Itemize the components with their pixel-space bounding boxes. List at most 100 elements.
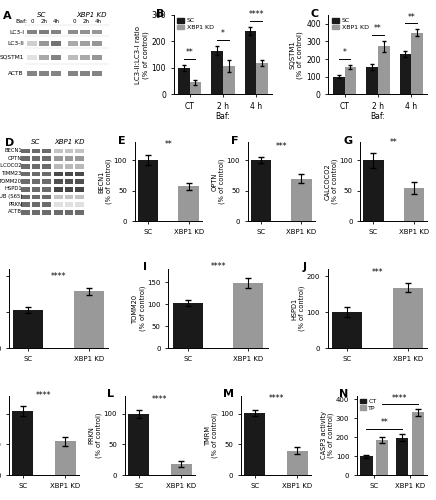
FancyBboxPatch shape	[42, 156, 51, 161]
FancyBboxPatch shape	[51, 30, 61, 34]
Text: ****: ****	[36, 390, 51, 400]
FancyBboxPatch shape	[75, 156, 84, 161]
Bar	[376, 440, 388, 475]
Text: E: E	[118, 136, 126, 145]
FancyBboxPatch shape	[54, 164, 63, 168]
FancyBboxPatch shape	[32, 194, 40, 199]
Text: SQSTM1: SQSTM1	[0, 55, 24, 60]
Text: ****: ****	[210, 262, 226, 272]
FancyBboxPatch shape	[32, 156, 40, 161]
FancyBboxPatch shape	[27, 30, 37, 34]
Text: ACTB: ACTB	[8, 210, 22, 214]
FancyBboxPatch shape	[65, 202, 73, 207]
Bar	[173, 302, 203, 348]
Legend: SC, XBP1 KD: SC, XBP1 KD	[177, 18, 214, 30]
FancyBboxPatch shape	[80, 41, 90, 46]
FancyBboxPatch shape	[21, 148, 30, 153]
Text: A: A	[3, 11, 12, 21]
Bar	[360, 456, 372, 475]
Text: TOMM20: TOMM20	[0, 178, 22, 184]
FancyBboxPatch shape	[75, 172, 84, 176]
Text: ****: ****	[392, 394, 408, 402]
FancyBboxPatch shape	[75, 148, 84, 153]
Text: LC3-II: LC3-II	[7, 40, 24, 46]
Bar	[12, 411, 33, 475]
Y-axis label: TMRM
(% of control): TMRM (% of control)	[205, 412, 218, 458]
Y-axis label: CASP3 activity
(% of control): CASP3 activity (% of control)	[321, 412, 334, 460]
Bar	[178, 68, 190, 94]
Text: C: C	[311, 8, 319, 18]
Bar	[13, 310, 44, 348]
Bar	[332, 312, 362, 348]
Y-axis label: SQSTM1
(% of control): SQSTM1 (% of control)	[290, 31, 303, 78]
FancyBboxPatch shape	[75, 202, 84, 207]
FancyBboxPatch shape	[32, 202, 40, 207]
FancyBboxPatch shape	[27, 56, 37, 60]
Bar	[233, 283, 263, 348]
Text: **: **	[164, 140, 172, 149]
FancyBboxPatch shape	[65, 210, 73, 214]
FancyBboxPatch shape	[80, 30, 90, 34]
FancyBboxPatch shape	[75, 164, 84, 168]
FancyBboxPatch shape	[32, 148, 40, 153]
FancyBboxPatch shape	[21, 180, 30, 184]
FancyBboxPatch shape	[75, 180, 84, 184]
FancyBboxPatch shape	[54, 210, 63, 214]
Text: **: **	[407, 12, 415, 22]
FancyBboxPatch shape	[42, 210, 51, 214]
Bar	[333, 76, 344, 94]
FancyBboxPatch shape	[21, 194, 30, 199]
Text: **: **	[186, 48, 194, 58]
X-axis label: Baf:: Baf:	[215, 112, 230, 122]
X-axis label: Baf:: Baf:	[371, 112, 385, 122]
Bar	[178, 186, 199, 221]
FancyBboxPatch shape	[68, 30, 78, 34]
FancyBboxPatch shape	[65, 156, 73, 161]
FancyBboxPatch shape	[27, 72, 37, 76]
FancyBboxPatch shape	[92, 30, 102, 34]
Text: TIMM23: TIMM23	[2, 171, 22, 176]
Bar	[211, 50, 223, 94]
Text: XBP1 KD: XBP1 KD	[76, 12, 106, 18]
Y-axis label: LC3-II:LC3-I ratio
(% of control): LC3-II:LC3-I ratio (% of control)	[135, 26, 149, 84]
Text: *: *	[221, 29, 225, 38]
Bar	[363, 160, 384, 221]
FancyBboxPatch shape	[75, 194, 84, 199]
Text: Baf:: Baf:	[15, 19, 27, 24]
FancyBboxPatch shape	[80, 56, 90, 60]
FancyBboxPatch shape	[42, 172, 51, 176]
FancyBboxPatch shape	[80, 72, 90, 76]
Text: LC3-I: LC3-I	[9, 30, 24, 35]
FancyBboxPatch shape	[54, 172, 63, 176]
Text: I: I	[143, 262, 147, 272]
Text: 4h: 4h	[94, 19, 101, 24]
Text: HSPD1: HSPD1	[5, 186, 22, 192]
FancyBboxPatch shape	[39, 56, 49, 60]
Bar	[245, 31, 256, 94]
Text: M: M	[223, 390, 234, 400]
FancyBboxPatch shape	[42, 164, 51, 168]
Text: J: J	[303, 262, 307, 272]
FancyBboxPatch shape	[21, 156, 30, 161]
Legend: SC, XBP1 KD: SC, XBP1 KD	[332, 18, 368, 30]
FancyBboxPatch shape	[65, 194, 73, 199]
Y-axis label: BECN1
(% of control): BECN1 (% of control)	[99, 159, 112, 204]
Text: CALCOCO2: CALCOCO2	[0, 164, 22, 168]
FancyBboxPatch shape	[27, 41, 37, 46]
Bar	[54, 442, 76, 475]
FancyBboxPatch shape	[92, 41, 102, 46]
Text: **: **	[390, 138, 398, 146]
Bar	[392, 288, 423, 348]
Text: XBP1 KD: XBP1 KD	[54, 140, 85, 145]
Text: BECN1: BECN1	[5, 148, 22, 153]
Bar	[244, 413, 266, 475]
Bar	[366, 67, 378, 94]
Text: *: *	[343, 48, 347, 57]
FancyBboxPatch shape	[65, 187, 73, 192]
Bar	[399, 54, 411, 94]
FancyBboxPatch shape	[21, 164, 30, 168]
FancyBboxPatch shape	[42, 187, 51, 192]
FancyBboxPatch shape	[68, 56, 78, 60]
FancyBboxPatch shape	[54, 187, 63, 192]
Y-axis label: OPTN
(% of control): OPTN (% of control)	[211, 159, 225, 204]
